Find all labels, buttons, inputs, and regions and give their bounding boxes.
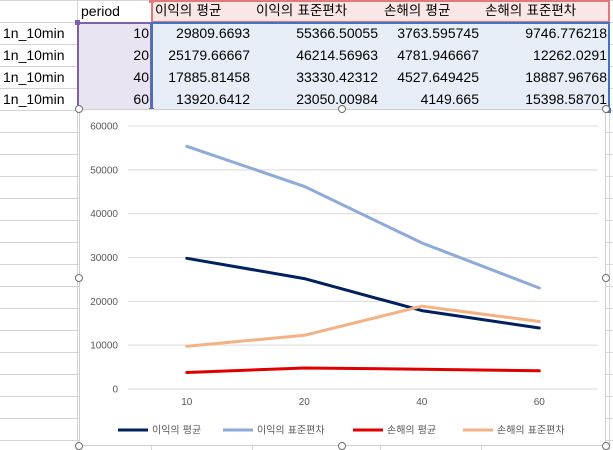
profit-std-cell[interactable]: 55366.50055 [296,25,378,41]
row-label-cell[interactable]: 1n_10min [3,25,65,41]
range-resize-handle[interactable] [75,20,80,25]
profit-mean-cell[interactable]: 29809.6693 [176,25,250,41]
legend-label: 이익의 표준편차 [257,425,325,437]
loss-std-cell[interactable]: 18887.96768 [525,69,607,85]
series-line-1[interactable] [185,256,541,330]
profit-mean-cell[interactable]: 13920.6412 [176,91,250,107]
period-cell[interactable]: 60 [133,91,149,107]
series-name-range-border [151,0,610,23]
loss-std-cell[interactable]: 15398.58701 [525,91,607,107]
header-period[interactable]: period [81,3,120,19]
chart-resize-handle[interactable] [338,442,346,450]
chart-resize-handle[interactable] [602,105,610,113]
loss-mean-cell[interactable]: 3763.595745 [397,25,479,41]
chart-resize-handle[interactable] [338,105,346,113]
grid-line [609,0,610,450]
values-range-border [151,22,610,111]
y-tick-label: 10000 [90,341,118,352]
y-tick-label: 60000 [90,122,118,133]
y-tick-label: 20000 [90,297,118,308]
series-line-3[interactable] [185,366,541,374]
period-cell[interactable]: 10 [133,25,149,41]
y-tick-label: 40000 [90,209,118,220]
profit-std-cell[interactable]: 33330.42312 [296,69,378,85]
y-tick-label: 50000 [90,165,118,176]
chart-resize-handle[interactable] [75,442,83,450]
period-cell[interactable]: 40 [133,69,149,85]
loss-mean-cell[interactable]: 4781.946667 [397,47,479,63]
period-range-border [77,22,152,111]
profit-std-cell[interactable]: 46214.56963 [296,47,378,63]
x-tick-label: 20 [299,397,311,408]
legend-label: 손해의 평균 [387,424,436,437]
legend-label: 손해의 표준편차 [497,424,565,437]
line-chart[interactable]: 0 10000 20000 30000 40000 50000 60000 10 20 40 60 이… [79,109,606,446]
loss-std-cell[interactable]: 9746.776218 [525,25,607,41]
values-range-highlight [152,23,609,110]
row-label-cell[interactable]: 1n_10min [3,47,65,63]
period-cell[interactable]: 20 [133,47,149,63]
loss-mean-cell[interactable]: 4149.665 [420,91,479,107]
profit-mean-cell[interactable]: 25179.66667 [168,47,250,63]
profit-std-cell[interactable]: 23050.00984 [296,91,378,107]
header-profit-mean[interactable]: 이익의 평균 [155,3,222,19]
x-tick-label: 40 [416,397,428,408]
range-resize-handle[interactable] [149,0,154,3]
x-tick-label: 10 [181,397,193,408]
header-profit-std[interactable]: 이익의 표준편차 [256,3,348,19]
loss-mean-cell[interactable]: 4527.649425 [397,69,479,85]
header-loss-std[interactable]: 손해의 표준편차 [485,3,577,19]
header-loss-mean[interactable]: 손해의 평균 [384,3,451,19]
series-line-4[interactable] [185,304,541,348]
y-tick-label: 30000 [90,253,118,264]
series-name-highlight [152,1,609,22]
profit-mean-cell[interactable]: 17885.81458 [168,69,250,85]
chart-resize-handle[interactable] [602,274,610,282]
loss-std-cell[interactable]: 12262.0291 [533,47,607,63]
chart-plot-area: 0 10000 20000 30000 40000 50000 60000 10 20 40 60 이… [90,122,598,437]
chart-resize-handle[interactable] [75,105,83,113]
grid-line [77,0,78,450]
series-line-2[interactable] [185,144,541,290]
chart-resize-handle[interactable] [75,274,83,282]
x-tick-label: 60 [534,397,546,408]
period-range-highlight [78,23,151,110]
row-label-cell[interactable]: 1n_10min [3,91,65,107]
y-tick-label: 0 [112,385,118,396]
legend-label: 이익의 평균 [152,425,201,437]
row-label-cell[interactable]: 1n_10min [3,69,65,85]
chart-resize-handle[interactable] [602,442,610,450]
